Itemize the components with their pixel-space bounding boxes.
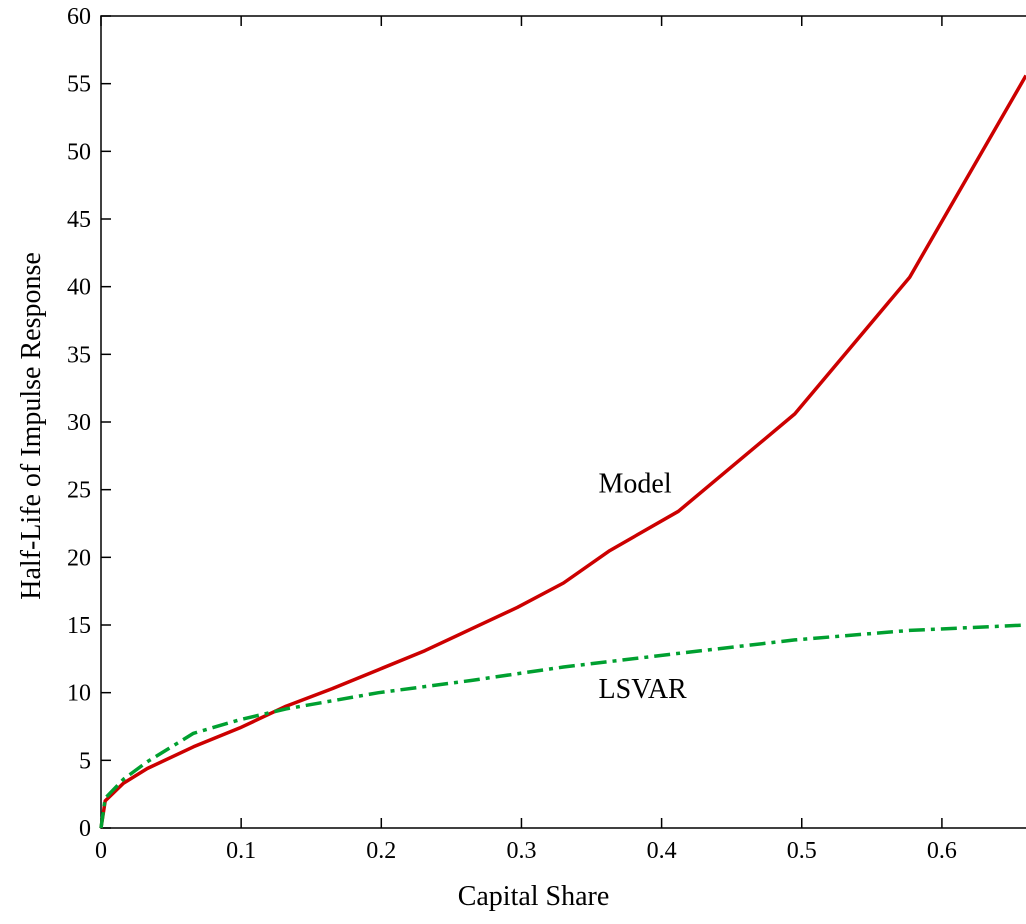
plot-frame-border <box>100 15 1026 829</box>
y-tick-label: 45 <box>67 207 91 233</box>
x-tick-label: 0 <box>95 838 107 864</box>
x-tick-label: 0.3 <box>506 838 536 864</box>
y-tick-label: 30 <box>67 410 91 436</box>
y-tick-label: 35 <box>67 342 91 368</box>
x-tick-label: 0.4 <box>647 838 677 864</box>
y-tick-label: 0 <box>79 816 91 842</box>
series-line-lsvar <box>99 623 1026 829</box>
series-layer <box>99 74 1026 829</box>
series-line-model <box>99 74 1026 829</box>
x-tick-label: 0.2 <box>366 838 396 864</box>
y-tick-label: 20 <box>67 545 91 571</box>
y-axis-ticks: 0 5 10 15 20 25 30 35 40 45 50 55 60 <box>67 4 111 842</box>
y-tick-label: 10 <box>67 681 91 707</box>
x-tick-label: 0.5 <box>787 838 817 864</box>
y-tick-label: 50 <box>67 139 91 165</box>
plot-frame <box>100 15 1026 829</box>
y-tick-label: 40 <box>67 275 91 301</box>
y-tick-label: 5 <box>79 748 91 774</box>
x-axis-ticks: 0 0.1 0.2 0.3 0.4 0.5 0.6 <box>95 16 957 864</box>
y-tick-label: 60 <box>67 4 91 30</box>
series-label-lsvar: LSVAR <box>599 674 688 705</box>
annotation-layer: Model LSVAR <box>599 468 688 705</box>
y-tick-label: 55 <box>67 72 91 98</box>
series-label-model: Model <box>599 468 672 499</box>
y-axis-title: Half-Life of Impulse Response <box>16 252 47 600</box>
x-axis-title: Capital Share <box>458 881 610 912</box>
y-tick-label: 15 <box>67 613 91 639</box>
x-tick-label: 0.1 <box>226 838 256 864</box>
x-tick-label: 0.6 <box>927 838 957 864</box>
y-tick-label: 25 <box>67 478 91 504</box>
